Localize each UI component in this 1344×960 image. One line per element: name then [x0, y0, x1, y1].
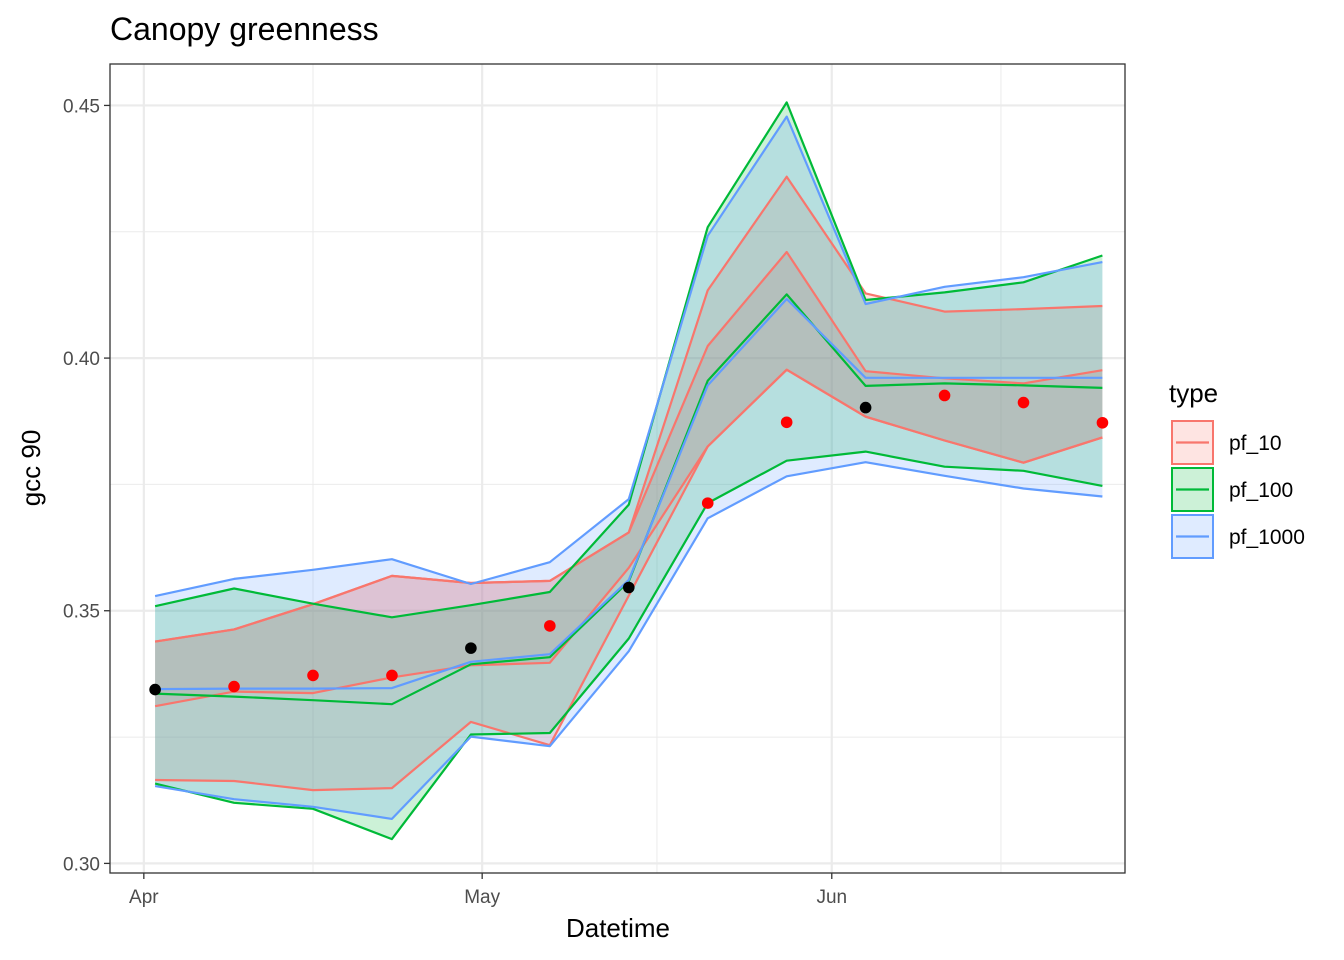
legend-label-pf_1000: pf_1000: [1229, 526, 1305, 549]
line-pf_100-upper: [154, 101, 1103, 619]
observation-point: [386, 669, 398, 682]
ribbon-pf_100: [155, 102, 1103, 840]
line-pf_1000-lower: [154, 461, 1103, 821]
y-tick-label: 0.40: [63, 349, 100, 370]
y-tick-label: 0.30: [63, 854, 100, 875]
observation-point: [1017, 396, 1030, 409]
grid-minor: [110, 64, 1125, 873]
line-pf_100-lower: [154, 450, 1103, 841]
observation-point: [938, 389, 951, 402]
observation-points: [149, 389, 1109, 696]
x-axis-title: Datetime: [566, 913, 670, 943]
observation-point: [701, 497, 714, 509]
legend-title: type: [1169, 378, 1218, 408]
observation-point: [780, 416, 793, 429]
observation-point: [149, 683, 161, 696]
observation-point: [544, 620, 556, 632]
line-pf_10-lower: [155, 368, 1103, 792]
y-tick-label: 0.35: [63, 602, 100, 623]
plot-panel: [110, 64, 1125, 873]
ribbon-inner-pf_10: [155, 252, 1103, 707]
observation-point: [465, 642, 477, 654]
observation-point: [1096, 416, 1109, 429]
observation-point: [228, 680, 240, 693]
legend-label-pf_10: pf_10: [1229, 432, 1282, 455]
x-axis: Apr May Jun: [129, 873, 847, 908]
chart-title: Canopy greenness: [110, 11, 379, 47]
x-tick-label: Jun: [816, 887, 847, 908]
plot-border: [109, 63, 1126, 874]
observation-point: [622, 581, 635, 594]
y-axis: 0.30 0.35 0.40 0.45: [63, 96, 110, 875]
legend-label-pf_100: pf_100: [1229, 479, 1293, 502]
line-pf_1000-upper: [154, 115, 1103, 598]
series-lines: [154, 101, 1103, 841]
observation-point: [307, 669, 319, 682]
y-axis-title: gcc 90: [16, 430, 46, 507]
x-tick-label: May: [464, 887, 500, 908]
ribbons: [155, 102, 1103, 840]
x-tick-label: Apr: [129, 887, 159, 908]
line-pf_1000-median: [155, 297, 1103, 691]
ribbon-pf_10: [155, 176, 1103, 791]
observation-point: [859, 401, 872, 414]
y-tick-label: 0.45: [63, 96, 100, 117]
legend: type pf_10 pf_100 pf_1000: [1169, 378, 1305, 559]
ribbon-pf_1000: [155, 116, 1103, 819]
